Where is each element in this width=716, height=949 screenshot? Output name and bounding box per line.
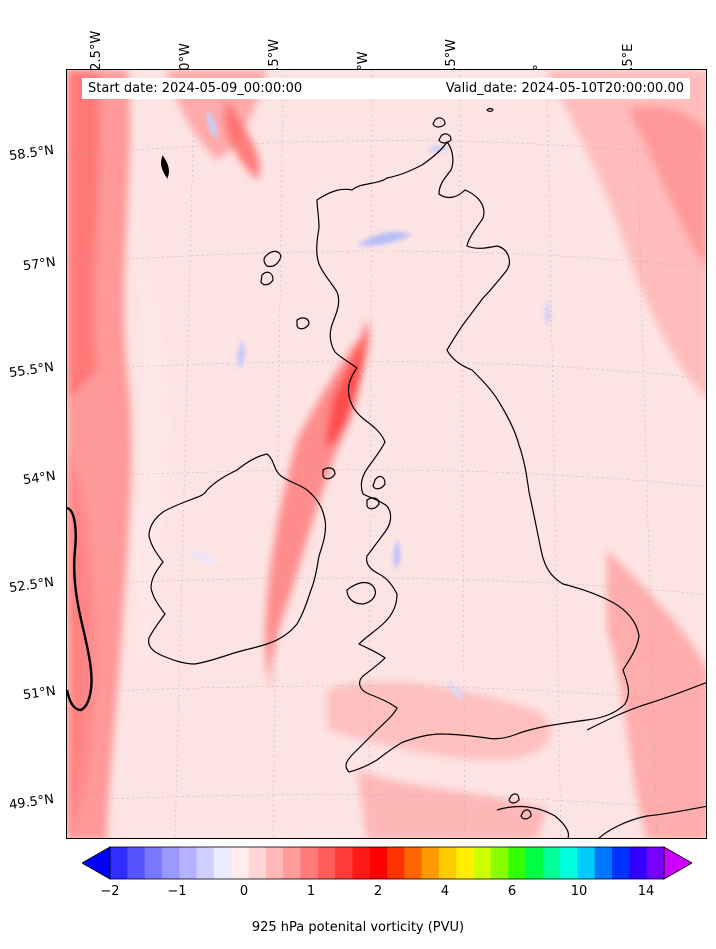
cbar-tick-m2: −2: [100, 884, 120, 899]
cbar-tick-m1: −1: [167, 884, 187, 899]
colorbar-swatch: [612, 847, 630, 879]
pv-contour-lines: [67, 155, 169, 712]
colorbar-swatch: [577, 847, 596, 879]
colorbar-swatch: [300, 847, 319, 879]
colorbar-swatch: [179, 847, 198, 879]
colorbar-swatch: [404, 847, 423, 879]
negative-pv-streaks: [187, 110, 551, 700]
pv-contours: [67, 70, 706, 838]
coastlines: [148, 107, 706, 838]
colorbar-swatch: [421, 847, 440, 879]
colorbar-swatch: [317, 847, 336, 879]
colorbar-swatch: [490, 847, 509, 879]
lat-label-52.5n: 52.5°N: [8, 574, 55, 597]
colorbar-swatch: [369, 847, 388, 879]
lat-label-54n: 54°N: [22, 468, 57, 489]
colorbar-swatch: [387, 847, 405, 879]
colorbar-swatch: [127, 847, 146, 879]
colorbar-swatch: [196, 847, 215, 879]
colorbar-swatch: [213, 847, 232, 879]
colorbar-swatch: [352, 847, 371, 879]
map-panel: [66, 69, 707, 839]
lat-label-58.5n: 58.5°N: [8, 142, 55, 165]
start-date: Start date: 2024-05-09_00:00:00: [88, 81, 303, 96]
colorbar-swatch: [542, 847, 561, 879]
graticule: [67, 70, 706, 838]
colorbar-swatch: [231, 847, 249, 879]
colorbar-swatch: [335, 847, 353, 879]
colorbar-swatch: [594, 847, 613, 879]
colorbar-swatch: [248, 847, 267, 879]
colorbar-swatch: [525, 847, 544, 879]
colorbar-swatch: [110, 847, 128, 879]
colorbar-swatch: [508, 847, 526, 879]
cbar-tick-10: 10: [570, 884, 588, 899]
colorbar-swatch: [646, 847, 665, 879]
pv-field-map: [67, 70, 706, 838]
colorbar-swatch: [560, 847, 578, 879]
colorbar-extend-max: [663, 846, 692, 880]
date-info-box: Start date: 2024-05-09_00:00:00 Valid_da…: [82, 78, 690, 99]
colorbar-swatch: [629, 847, 648, 879]
lat-label-57n: 57°N: [22, 254, 57, 275]
lat-label-49.5n: 49.5°N: [8, 791, 55, 814]
cbar-tick-1: 1: [306, 884, 316, 899]
colorbar-swatch: [473, 847, 492, 879]
colorbar-title: 925 hPa potenital vorticity (PVU): [251, 920, 465, 935]
cbar-tick-6: 6: [507, 884, 517, 899]
colorbar-swatch: [438, 847, 457, 879]
colorbar-extend-min: [82, 846, 111, 880]
cbar-tick-0: 0: [239, 884, 249, 899]
lat-label-51n: 51°N: [22, 683, 57, 704]
valid-date: Valid_date: 2024-05-10T20:00:00.00: [445, 81, 684, 96]
colorbar-swatch: [456, 847, 475, 879]
lat-label-55.5n: 55.5°N: [8, 359, 55, 382]
colorbar-swatch: [144, 847, 163, 879]
colorbar-swatch: [283, 847, 301, 879]
colorbar-border: [109, 846, 665, 880]
cbar-tick-4: 4: [440, 884, 450, 899]
colorbar-swatch: [265, 847, 284, 879]
cbar-tick-14: 14: [637, 884, 655, 899]
colorbar-swatch: [161, 847, 180, 879]
colorbar: [82, 846, 692, 880]
cbar-tick-2: 2: [373, 884, 383, 899]
